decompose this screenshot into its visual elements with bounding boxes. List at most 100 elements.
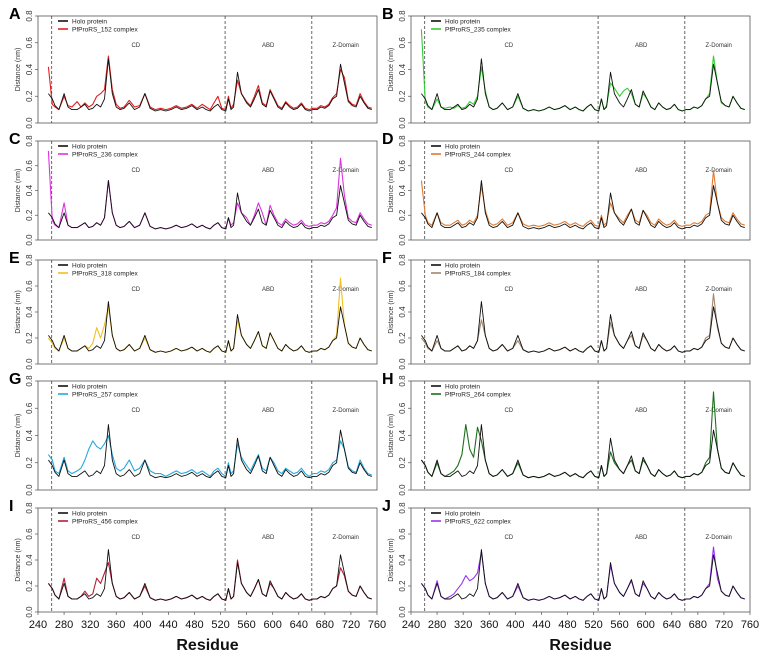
x-tick-label: 400 bbox=[133, 619, 151, 631]
legend-label-holo: Holo protein bbox=[72, 384, 107, 391]
domain-label: CD bbox=[131, 287, 140, 293]
x-tick-label: 320 bbox=[81, 619, 99, 631]
domain-label: CD bbox=[131, 408, 140, 414]
y-tick-label: 0.0 bbox=[25, 358, 34, 370]
domain-label: Z-Domain bbox=[706, 408, 732, 414]
x-tick-label: 480 bbox=[558, 619, 576, 631]
y-tick-label: 0.6 bbox=[398, 528, 407, 540]
series-line-holo bbox=[421, 180, 745, 230]
y-tick-label: 0.6 bbox=[25, 402, 34, 414]
y-axis-label: Distance (nm) bbox=[15, 538, 22, 582]
series-line-holo bbox=[48, 424, 372, 479]
y-tick-label: 0.4 bbox=[398, 63, 407, 75]
domain-label: Z-Domain bbox=[706, 43, 732, 49]
x-tick-label: 600 bbox=[637, 619, 655, 631]
series-line-holo bbox=[421, 58, 745, 112]
x-axis-label: Residue bbox=[549, 637, 611, 654]
panel-H: H 0.0 0.2 0.4 0.6 0.8 Distance (nm) CD ABD Z-Doma… bbox=[382, 371, 751, 496]
panel-label: A bbox=[9, 6, 21, 23]
domain-label: CD bbox=[131, 168, 140, 174]
y-tick-label: 0.2 bbox=[25, 580, 34, 592]
panel-A: A 0.0 0.2 0.4 0.6 0.8 Distance (nm) CD ABD Z-Doma… bbox=[9, 6, 378, 129]
x-tick-label: 640 bbox=[290, 619, 308, 631]
legend-label-holo: Holo protein bbox=[72, 511, 107, 518]
legend-label-holo: Holo protein bbox=[445, 19, 480, 26]
x-tick-label: 760 bbox=[368, 619, 386, 631]
panel-E: E 0.0 0.2 0.4 0.6 0.8 Distance (nm) CD ABD Z-Doma… bbox=[9, 250, 378, 370]
panel-C: C 0.0 0.2 0.4 0.6 0.8 Distance (nm) CD ABD Z-Doma… bbox=[9, 131, 378, 246]
domain-label: Z-Domain bbox=[333, 168, 359, 174]
domain-label: ABD bbox=[635, 287, 648, 293]
y-tick-label: 0.0 bbox=[398, 117, 407, 129]
legend-label-complex: PfProRS_236 complex bbox=[72, 152, 139, 159]
y-tick-label: 0.4 bbox=[25, 429, 34, 441]
legend-label-holo: Holo protein bbox=[445, 144, 480, 151]
y-axis-label: Distance (nm) bbox=[388, 290, 395, 334]
x-tick-label: 440 bbox=[532, 619, 550, 631]
legend-label-complex: PfProRS_622 complex bbox=[445, 519, 512, 526]
y-axis-label: Distance (nm) bbox=[15, 290, 22, 334]
domain-label: CD bbox=[131, 535, 140, 541]
y-tick-label: 0.8 bbox=[25, 135, 34, 147]
y-axis-label: Distance (nm) bbox=[388, 48, 395, 92]
panel-label: I bbox=[9, 498, 13, 515]
x-tick-label: 680 bbox=[689, 619, 707, 631]
y-tick-label: 0.6 bbox=[25, 37, 34, 49]
domain-label: ABD bbox=[262, 287, 275, 293]
series-line-complex bbox=[47, 277, 372, 353]
panel-label: G bbox=[9, 371, 21, 388]
y-axis-label: Distance (nm) bbox=[388, 538, 395, 582]
x-tick-label: 320 bbox=[454, 619, 472, 631]
x-tick-label: 400 bbox=[506, 619, 524, 631]
series-line-holo bbox=[421, 424, 745, 479]
y-tick-label: 0.8 bbox=[398, 135, 407, 147]
panel-J: J 0.0 0.2 0.4 0.6 0.8 Distance (nm) CD ABD Z-Doma… bbox=[382, 498, 751, 618]
y-tick-label: 0.2 bbox=[25, 90, 34, 102]
domain-label: ABD bbox=[262, 535, 275, 541]
y-tick-label: 0.6 bbox=[398, 280, 407, 292]
series-line-complex bbox=[47, 434, 372, 477]
series-line-holo bbox=[48, 58, 372, 112]
domain-label: ABD bbox=[635, 408, 648, 414]
domain-label: ABD bbox=[635, 168, 648, 174]
panel-B: B 0.0 0.2 0.4 0.6 0.8 Distance (nm) CD ABD Z-Doma… bbox=[382, 6, 751, 129]
series-line-complex bbox=[420, 293, 745, 353]
series-line-holo bbox=[48, 549, 372, 601]
legend-label-holo: Holo protein bbox=[72, 19, 107, 26]
y-tick-label: 0.0 bbox=[398, 234, 407, 246]
y-tick-label: 0.0 bbox=[25, 484, 34, 496]
x-tick-label: 480 bbox=[185, 619, 203, 631]
panel-label: C bbox=[9, 131, 21, 148]
domain-label: CD bbox=[504, 408, 513, 414]
y-tick-label: 0.4 bbox=[398, 554, 407, 566]
y-tick-label: 0.4 bbox=[398, 184, 407, 196]
domain-label: CD bbox=[504, 535, 513, 541]
y-tick-label: 0.4 bbox=[25, 306, 34, 318]
domain-label: ABD bbox=[262, 43, 275, 49]
panel-label: E bbox=[9, 250, 20, 267]
x-tick-label: 360 bbox=[107, 619, 125, 631]
domain-label: ABD bbox=[262, 168, 275, 174]
domain-label: Z-Domain bbox=[333, 408, 359, 414]
y-tick-label: 0.0 bbox=[398, 358, 407, 370]
domain-label: ABD bbox=[635, 43, 648, 49]
x-tick-label: 440 bbox=[159, 619, 177, 631]
y-tick-label: 0.8 bbox=[25, 10, 34, 22]
panel-G: G 0.0 0.2 0.4 0.6 0.8 Distance (nm) CD ABD Z-Doma… bbox=[9, 371, 378, 496]
domain-label: CD bbox=[504, 43, 513, 49]
legend-label-holo: Holo protein bbox=[445, 511, 480, 518]
panel-label: H bbox=[382, 371, 394, 388]
legend-label-holo: Holo protein bbox=[445, 263, 480, 270]
series-line-holo bbox=[48, 301, 372, 353]
y-tick-label: 0.6 bbox=[25, 160, 34, 172]
panel-label: F bbox=[382, 250, 392, 267]
y-tick-label: 0.8 bbox=[398, 10, 407, 22]
x-tick-label: 720 bbox=[342, 619, 360, 631]
domain-label: Z-Domain bbox=[333, 535, 359, 541]
y-tick-label: 0.8 bbox=[398, 254, 407, 266]
x-tick-label: 640 bbox=[663, 619, 681, 631]
y-tick-label: 0.2 bbox=[398, 90, 407, 102]
legend-label-holo: Holo protein bbox=[72, 263, 107, 270]
series-line-holo bbox=[421, 301, 745, 353]
legend-label-complex: PfProRS_244 complex bbox=[445, 152, 512, 159]
